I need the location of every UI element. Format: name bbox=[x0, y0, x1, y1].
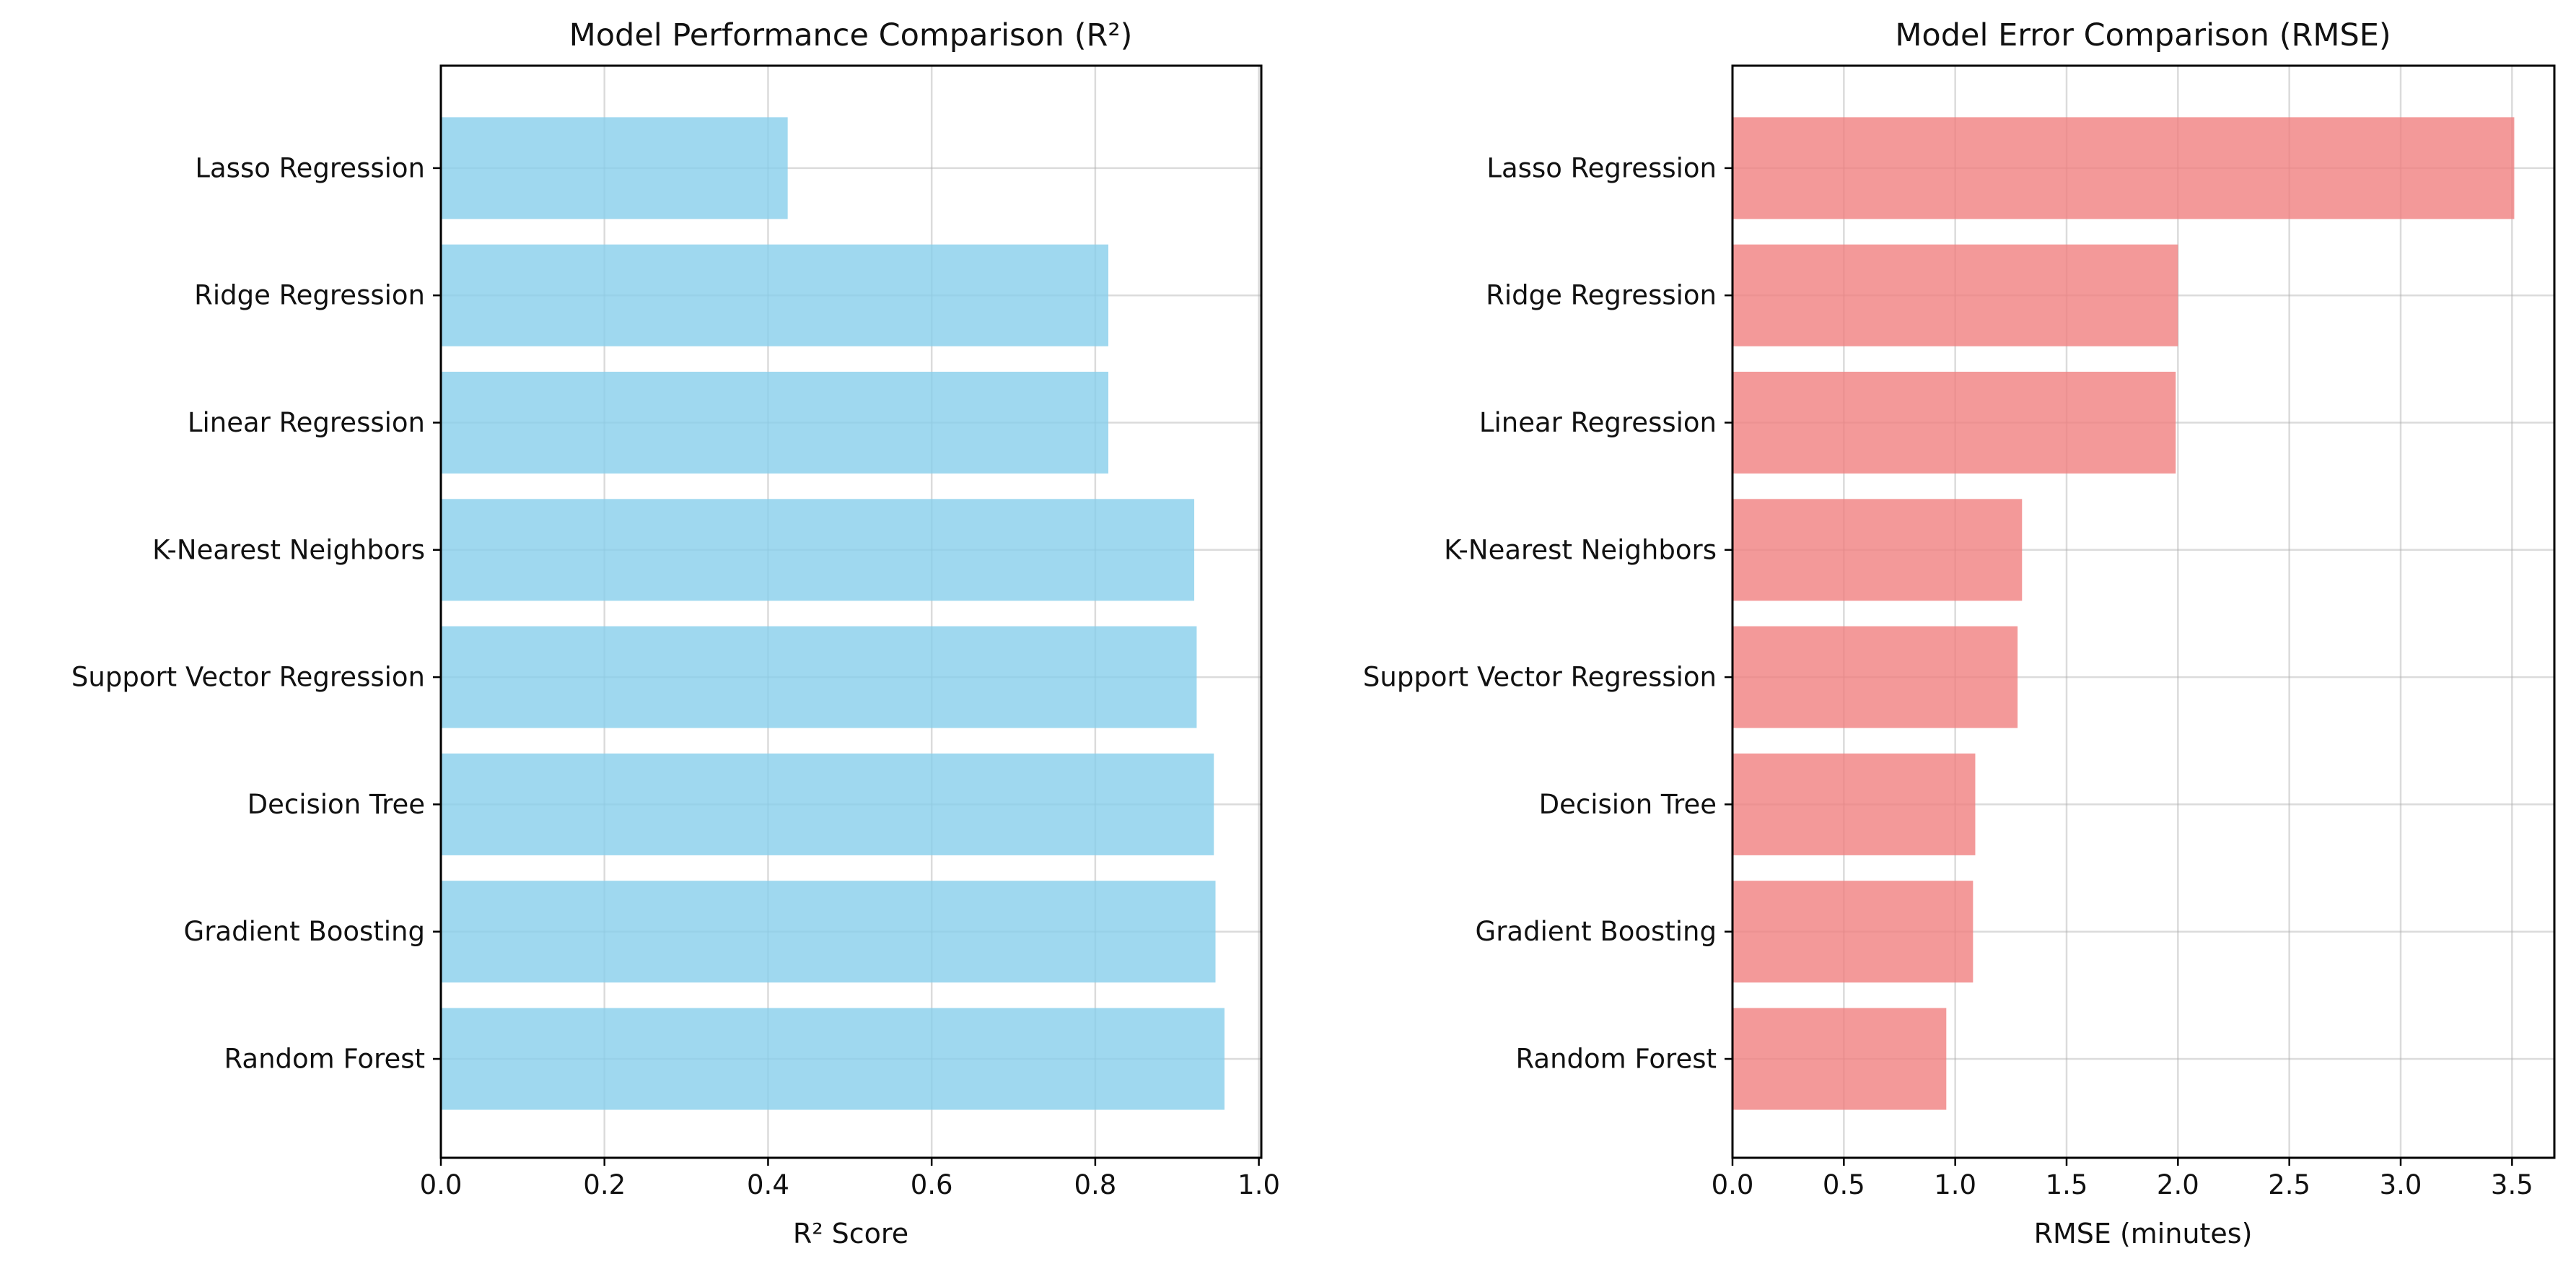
rmse-category-label: Gradient Boosting bbox=[1476, 916, 1717, 947]
r2-chart-panel: Model Performance Comparison (R²) R² Sco… bbox=[71, 17, 1280, 1249]
rmse-category-label: Linear Regression bbox=[1479, 407, 1717, 438]
rmse-bar-gradient-boosting bbox=[1732, 881, 1973, 983]
r2-bar-decision-tree bbox=[441, 753, 1214, 855]
r2-category-label: K-Nearest Neighbors bbox=[152, 534, 425, 565]
rmse-category-label: Decision Tree bbox=[1539, 789, 1717, 820]
r2-x-tick-label: 0.4 bbox=[747, 1169, 789, 1200]
rmse-bar-ridge-regression bbox=[1732, 244, 2178, 346]
rmse-axes-frame bbox=[1731, 64, 2556, 1159]
rmse-category-label: K-Nearest Neighbors bbox=[1444, 534, 1717, 565]
rmse-chart-title: Model Error Comparison (RMSE) bbox=[1895, 17, 2391, 53]
r2-bar-lasso-regression bbox=[441, 117, 788, 219]
rmse-bar-decision-tree bbox=[1732, 753, 1976, 855]
rmse-bar-lasso-regression bbox=[1732, 117, 2515, 219]
r2-category-label: Ridge Regression bbox=[194, 280, 425, 311]
rmse-chart-panel: Model Error Comparison (RMSE) RMSE (minu… bbox=[1363, 17, 2556, 1249]
r2-category-label: Decision Tree bbox=[247, 789, 425, 820]
r2-category-label: Gradient Boosting bbox=[184, 916, 425, 947]
rmse-x-tick-label: 1.0 bbox=[1934, 1169, 1976, 1200]
r2-bar-support-vector-regression bbox=[441, 626, 1197, 728]
rmse-x-tick-label: 0.5 bbox=[1823, 1169, 1865, 1200]
r2-bar-gradient-boosting bbox=[441, 881, 1216, 983]
rmse-x-axis-label: RMSE (minutes) bbox=[2034, 1218, 2253, 1249]
rmse-x-tick-label: 2.0 bbox=[2157, 1169, 2199, 1200]
r2-x-tick-label: 0.2 bbox=[583, 1169, 626, 1200]
rmse-bar-linear-regression bbox=[1732, 372, 2176, 474]
rmse-category-label: Random Forest bbox=[1516, 1044, 1717, 1075]
r2-bar-linear-regression bbox=[441, 372, 1109, 474]
r2-chart-title: Model Performance Comparison (R²) bbox=[569, 17, 1133, 53]
r2-bar-random-forest bbox=[441, 1008, 1225, 1110]
rmse-category-label: Support Vector Regression bbox=[1363, 662, 1717, 693]
rmse-x-tick-label: 1.5 bbox=[2046, 1169, 2088, 1200]
r2-axes-frame bbox=[439, 64, 1263, 1159]
rmse-bar-random-forest bbox=[1732, 1008, 1947, 1110]
r2-category-label: Lasso Regression bbox=[195, 152, 425, 183]
r2-category-label: Support Vector Regression bbox=[71, 662, 425, 693]
r2-bar-k-nearest-neighbors bbox=[441, 499, 1195, 601]
rmse-x-tick-label: 3.5 bbox=[2491, 1169, 2533, 1200]
r2-x-axis-label: R² Score bbox=[793, 1218, 908, 1249]
r2-x-tick-label: 0.8 bbox=[1074, 1169, 1116, 1200]
r2-category-label: Random Forest bbox=[224, 1044, 426, 1075]
r2-category-label: Linear Regression bbox=[188, 407, 425, 438]
rmse-bar-k-nearest-neighbors bbox=[1732, 499, 2023, 601]
rmse-bar-support-vector-regression bbox=[1732, 626, 2018, 728]
r2-x-tick-label: 0.0 bbox=[420, 1169, 463, 1200]
rmse-category-label: Ridge Regression bbox=[1486, 280, 1717, 311]
rmse-x-tick-label: 2.5 bbox=[2268, 1169, 2310, 1200]
r2-x-tick-label: 0.6 bbox=[911, 1169, 953, 1200]
r2-bar-ridge-regression bbox=[441, 244, 1109, 346]
r2-x-tick-label: 1.0 bbox=[1237, 1169, 1280, 1200]
rmse-x-tick-label: 0.0 bbox=[1712, 1169, 1754, 1200]
rmse-x-tick-label: 3.0 bbox=[2380, 1169, 2422, 1200]
rmse-category-label: Lasso Regression bbox=[1486, 152, 1717, 183]
